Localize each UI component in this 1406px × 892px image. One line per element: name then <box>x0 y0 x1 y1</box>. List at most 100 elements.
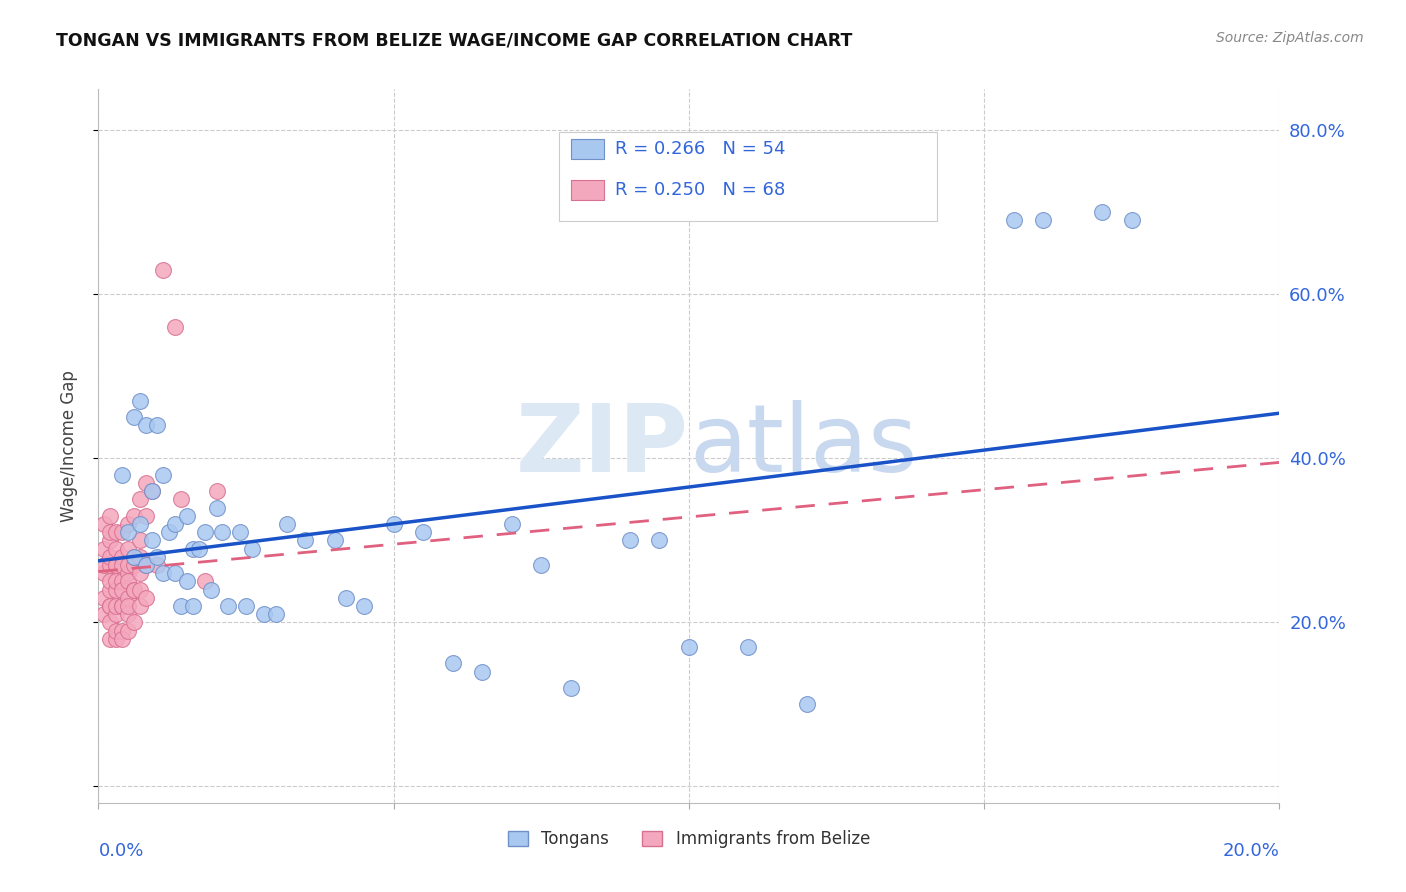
Point <box>264 607 287 622</box>
Point <box>619 533 641 548</box>
Bar <box>571 180 605 200</box>
Legend: Tongans, Immigrants from Belize: Tongans, Immigrants from Belize <box>501 824 877 855</box>
Point <box>170 599 193 613</box>
Point <box>111 624 134 638</box>
Point <box>105 558 128 572</box>
Point <box>105 541 128 556</box>
Point <box>111 467 134 482</box>
Point <box>141 533 163 548</box>
Point <box>135 558 157 572</box>
Point <box>117 516 139 531</box>
Point <box>111 599 134 613</box>
Point <box>117 574 139 589</box>
Point <box>135 558 157 572</box>
Point <box>135 418 157 433</box>
Point <box>128 516 150 531</box>
Point <box>122 410 145 425</box>
Point <box>128 599 150 613</box>
Point <box>117 558 139 572</box>
Point <box>152 566 174 581</box>
Point <box>98 533 121 548</box>
Point <box>205 500 228 515</box>
Point <box>117 607 139 622</box>
Point <box>98 599 121 613</box>
Point <box>128 549 150 564</box>
Point <box>135 591 157 605</box>
Text: atlas: atlas <box>689 400 917 492</box>
Point <box>122 615 145 630</box>
Point <box>111 582 134 597</box>
Point <box>323 533 346 548</box>
Point <box>141 484 163 499</box>
Point <box>152 262 174 277</box>
Point <box>122 508 145 523</box>
Point <box>194 525 217 540</box>
Point <box>111 549 134 564</box>
Point <box>122 582 145 597</box>
Point <box>796 698 818 712</box>
Point <box>105 632 128 646</box>
Bar <box>571 139 605 159</box>
Point <box>253 607 276 622</box>
Point <box>353 599 375 613</box>
Point <box>128 533 150 548</box>
Point <box>560 681 582 695</box>
Point <box>229 525 252 540</box>
Point <box>117 566 139 581</box>
Point <box>146 549 169 564</box>
Point <box>678 640 700 654</box>
Point <box>98 525 121 540</box>
Point <box>412 525 434 540</box>
Point <box>146 558 169 572</box>
Point <box>128 566 150 581</box>
Point <box>105 558 128 572</box>
Point <box>93 558 115 572</box>
Point <box>211 525 233 540</box>
Point <box>737 640 759 654</box>
Point <box>194 574 217 589</box>
Point <box>98 558 121 572</box>
Text: ZIP: ZIP <box>516 400 689 492</box>
Text: 0.0%: 0.0% <box>98 842 143 860</box>
Point <box>530 558 553 572</box>
Text: Source: ZipAtlas.com: Source: ZipAtlas.com <box>1216 31 1364 45</box>
Point <box>117 541 139 556</box>
Point <box>648 533 671 548</box>
Point <box>122 549 145 564</box>
Point <box>200 582 222 597</box>
Point <box>1002 213 1025 227</box>
Point <box>176 508 198 523</box>
Point <box>141 484 163 499</box>
Point <box>98 549 121 564</box>
Point <box>105 624 128 638</box>
Point <box>176 574 198 589</box>
Point <box>117 525 139 540</box>
Point <box>93 516 115 531</box>
Point <box>122 558 145 572</box>
Y-axis label: Wage/Income Gap: Wage/Income Gap <box>59 370 77 522</box>
Point <box>93 607 115 622</box>
Point <box>501 516 523 531</box>
Point <box>111 525 134 540</box>
Point <box>98 582 121 597</box>
Point <box>117 624 139 638</box>
Point <box>135 508 157 523</box>
Point <box>105 574 128 589</box>
Point <box>235 599 257 613</box>
Point <box>122 582 145 597</box>
Point <box>98 615 121 630</box>
Point <box>98 599 121 613</box>
Point <box>146 418 169 433</box>
Point <box>471 665 494 679</box>
Point <box>441 657 464 671</box>
Point <box>181 541 204 556</box>
Point <box>335 591 357 605</box>
Point <box>93 541 115 556</box>
Point <box>165 566 187 581</box>
Point <box>128 393 150 408</box>
Text: R = 0.250   N = 68: R = 0.250 N = 68 <box>614 181 785 199</box>
Point <box>111 574 134 589</box>
Point <box>1032 213 1054 227</box>
Point <box>111 632 134 646</box>
Point <box>105 525 128 540</box>
